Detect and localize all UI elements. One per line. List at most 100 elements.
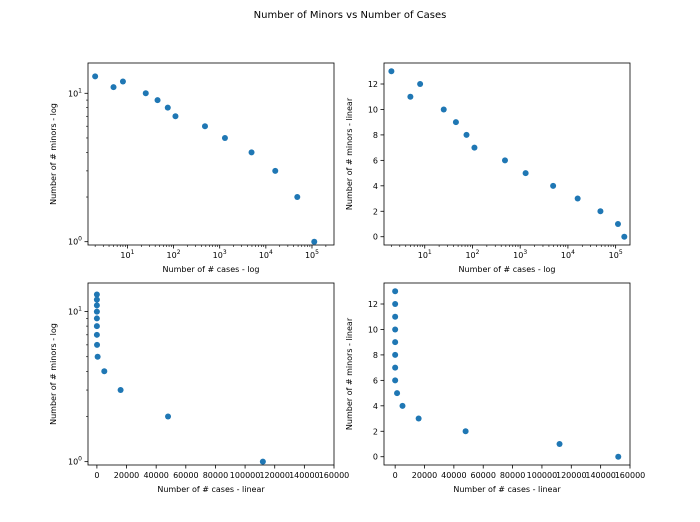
y-tick-label: 6 bbox=[373, 376, 378, 385]
x-axis-label: Number of # cases - linear bbox=[453, 485, 561, 494]
data-point bbox=[614, 221, 621, 227]
x-tick-label: 101 bbox=[120, 249, 134, 260]
x-tick-label: 102 bbox=[465, 249, 479, 260]
x-tick-label: 103 bbox=[213, 249, 227, 260]
data-point bbox=[392, 339, 399, 346]
data-point bbox=[462, 428, 469, 435]
data-point bbox=[463, 131, 470, 138]
data-point bbox=[93, 291, 100, 298]
data-point bbox=[201, 123, 208, 130]
y-tick-label: 101 bbox=[68, 87, 82, 98]
data-point bbox=[392, 313, 399, 320]
data-point bbox=[501, 157, 508, 164]
data-point bbox=[142, 90, 149, 97]
y-tick-label: 12 bbox=[368, 80, 378, 89]
data-point bbox=[392, 351, 399, 358]
x-tick-label: 140000 bbox=[585, 471, 616, 480]
x-tick-label: 120000 bbox=[259, 471, 290, 480]
data-point bbox=[311, 238, 318, 245]
plot-area-frame bbox=[383, 62, 631, 246]
data-point bbox=[119, 78, 126, 85]
data-point bbox=[93, 308, 100, 315]
x-tick-label: 60000 bbox=[470, 471, 495, 480]
data-point bbox=[165, 413, 172, 420]
y-tick-label: 0 bbox=[373, 233, 378, 242]
data-point bbox=[574, 195, 581, 202]
data-point bbox=[93, 296, 100, 303]
y-tick-label: 2 bbox=[373, 207, 378, 216]
y-tick-label: 4 bbox=[373, 182, 378, 191]
data-point bbox=[407, 93, 414, 100]
data-point bbox=[259, 458, 266, 465]
x-tick-label: 104 bbox=[259, 249, 273, 260]
x-axis-label: Number of # cases - log bbox=[163, 265, 260, 274]
data-point bbox=[272, 167, 279, 174]
data-point bbox=[172, 113, 179, 120]
subplot-1: 101 102 103 104 105 100 101 Number of # cases -… bbox=[49, 62, 335, 274]
data-point bbox=[452, 119, 459, 126]
plot-area-frame bbox=[383, 282, 631, 466]
y-tick-label: 100 bbox=[68, 456, 82, 467]
data-point bbox=[388, 68, 395, 75]
data-point bbox=[417, 81, 424, 87]
x-tick-label: 120000 bbox=[556, 471, 587, 480]
x-tick-label: 103 bbox=[513, 249, 527, 260]
x-tick-label: 40000 bbox=[441, 471, 466, 480]
data-point bbox=[93, 331, 100, 338]
x-tick-label: 80000 bbox=[500, 471, 525, 480]
data-point bbox=[154, 97, 161, 104]
y-axis-label: Number of # minors - log bbox=[49, 323, 58, 425]
x-tick-label: 80000 bbox=[203, 471, 228, 480]
data-point bbox=[221, 134, 228, 141]
y-tick-label: 100 bbox=[68, 236, 82, 247]
y-axis-label: Number of # minors - linear bbox=[345, 97, 354, 210]
data-point bbox=[597, 208, 604, 215]
data-point bbox=[294, 194, 301, 201]
x-tick-label: 20000 bbox=[412, 471, 437, 480]
x-tick-label: 105 bbox=[609, 249, 623, 260]
x-tick-label: 40000 bbox=[143, 471, 168, 480]
x-tick-label: 160000 bbox=[615, 471, 646, 480]
data-point bbox=[117, 387, 124, 394]
y-tick-label: 12 bbox=[368, 300, 378, 309]
x-tick-label: 140000 bbox=[289, 471, 320, 480]
data-point bbox=[248, 149, 255, 156]
x-tick-label: 0 bbox=[94, 471, 99, 480]
data-point bbox=[94, 353, 101, 360]
x-tick-label: 104 bbox=[561, 249, 575, 260]
data-point bbox=[392, 326, 399, 333]
y-tick-label: 10 bbox=[368, 325, 378, 334]
data-point bbox=[94, 341, 101, 348]
y-tick-label: 10 bbox=[368, 105, 378, 114]
x-tick-label: 100000 bbox=[527, 471, 558, 480]
data-point bbox=[394, 390, 401, 397]
x-tick-label: 20000 bbox=[114, 471, 139, 480]
y-tick-label: 2 bbox=[373, 427, 378, 436]
y-tick-label: 101 bbox=[68, 306, 82, 317]
data-point bbox=[93, 323, 100, 330]
subplot-4: 0 20000 40000 60000 80000 1000001200001400001… bbox=[345, 282, 646, 494]
data-point bbox=[550, 182, 557, 189]
x-tick-label: 102 bbox=[167, 249, 181, 260]
data-point bbox=[93, 315, 100, 322]
data-point bbox=[556, 441, 563, 447]
data-point bbox=[101, 368, 108, 375]
subplot-3: 0 20000 40000 60000 80000 100000 120000 140000 1… bbox=[49, 282, 349, 494]
data-point bbox=[615, 453, 622, 460]
y-tick-label: 6 bbox=[373, 156, 378, 165]
data-point bbox=[392, 377, 399, 384]
x-axis-label: Number of # cases - log bbox=[459, 265, 556, 274]
y-tick-label: 8 bbox=[373, 351, 378, 360]
y-axis-label: Number of # minors - log bbox=[49, 103, 58, 205]
x-tick-label: 100000 bbox=[230, 471, 261, 480]
x-tick-label: 0 bbox=[393, 471, 398, 480]
y-tick-label: 0 bbox=[373, 453, 378, 462]
subplot-2: 101 102 103 104 105 0 2 4 6 8 10 12 Number of # case… bbox=[345, 62, 631, 274]
x-tick-label: 105 bbox=[305, 249, 319, 260]
data-point bbox=[110, 84, 117, 91]
data-point bbox=[440, 106, 447, 113]
data-point bbox=[399, 402, 406, 409]
